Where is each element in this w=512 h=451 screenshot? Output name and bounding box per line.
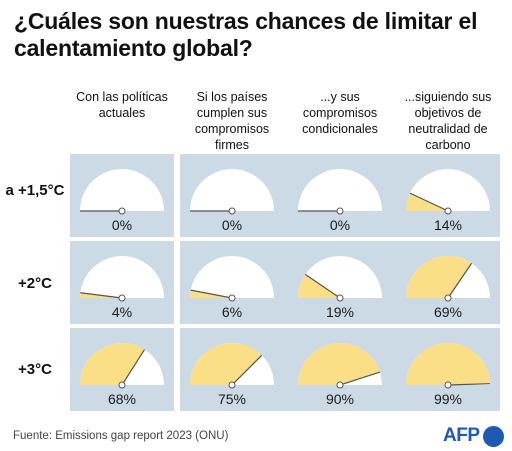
gauge-hub-2-2	[336, 381, 344, 389]
gauge-hub-2-1	[228, 381, 236, 389]
row-header-2c: +2°C	[18, 275, 52, 292]
gauge-needle-2-2	[339, 371, 381, 386]
gauge-needle-2-0	[121, 349, 146, 386]
gauge-fill-2-2	[298, 343, 380, 385]
value-label-2-1: 75%	[218, 391, 246, 407]
value-label-0-3: 14%	[434, 217, 462, 233]
gauge-fill-1-2	[298, 274, 340, 298]
gauge-hub-0-1	[228, 207, 236, 215]
gauge-hub-2-0	[118, 381, 126, 389]
gauge-1-1	[190, 256, 274, 298]
value-label-0-0: 0%	[112, 217, 132, 233]
gauge-fill-2-3	[406, 342, 490, 385]
gauge-1-0	[80, 256, 164, 298]
gauge-hub-2-3	[444, 381, 452, 389]
chart-title: ¿Cuáles son nuestras chances de limitar …	[14, 8, 478, 61]
gauge-0-0	[80, 169, 164, 211]
value-label-1-3: 69%	[434, 304, 462, 320]
gauge-0-2	[298, 169, 382, 211]
gauge-hub-1-3	[444, 294, 452, 302]
gauge-hub-1-1	[228, 294, 236, 302]
afp-logo-dot-icon	[482, 425, 504, 447]
value-label-0-1: 0%	[222, 217, 242, 233]
column-header-net-zero-targets: ...siguiendo sus objetivos de neutralida…	[404, 90, 492, 152]
gauge-hub-0-2	[336, 207, 344, 215]
value-label-1-1: 6%	[222, 304, 242, 320]
value-label-1-0: 4%	[112, 304, 132, 320]
value-label-2-3: 99%	[434, 391, 462, 407]
gauge-hub-0-0	[118, 207, 126, 215]
gauge-needle-1-1	[190, 289, 233, 299]
gauge-needle-1-3	[447, 262, 473, 299]
gauge-hub-0-3	[444, 207, 452, 215]
column-header-conditional-commitments: ...y sus compromisos condicionales	[302, 90, 378, 136]
gauge-fill-2-1	[190, 342, 262, 385]
gauge-needle-2-1	[231, 354, 263, 386]
gauge-needle-1-2	[304, 273, 341, 299]
gauge-needle-2-3	[447, 383, 490, 386]
source-note: Fuente: Emissions gap report 2023 (ONU)	[13, 430, 229, 442]
row-header-3c: +3°C	[18, 361, 52, 378]
value-label-1-2: 19%	[326, 304, 354, 320]
column-header-current-policies: Con las políticas actuales	[76, 90, 168, 120]
gauge-needle-0-3	[409, 192, 449, 212]
value-label-2-2: 90%	[326, 391, 354, 407]
afp-logo: AFP	[443, 425, 504, 447]
value-label-0-2: 0%	[330, 217, 350, 233]
column-header-firm-commitments: Si los países cumplen sus compromisos fi…	[194, 90, 270, 152]
afp-logo-text: AFP	[443, 425, 480, 446]
row-header-1-5c: a +1,5°C	[5, 182, 65, 199]
value-label-2-0: 68%	[108, 391, 136, 407]
gauge-0-1	[190, 169, 274, 211]
gauge-hub-1-2	[336, 294, 344, 302]
gauge-fill-1-3	[405, 255, 472, 298]
gauge-hub-1-0	[118, 294, 126, 302]
gauge-needle-1-0	[80, 292, 123, 299]
